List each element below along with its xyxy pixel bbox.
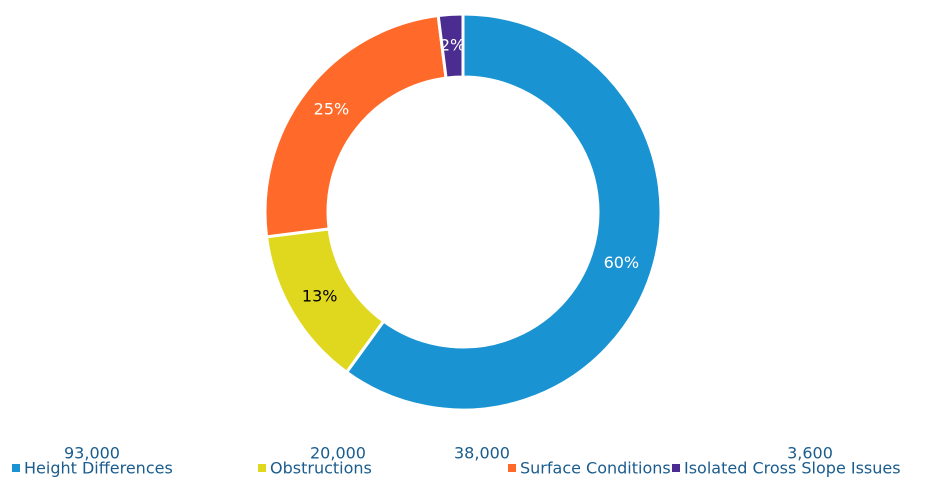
- data-label: 25%: [314, 99, 350, 118]
- slice: [436, 12, 465, 80]
- legend-marker: [258, 464, 266, 472]
- data-label: 13%: [302, 286, 338, 305]
- legend-label: Isolated Cross Slope Issues: [684, 459, 901, 478]
- legend-value: 20,000: [310, 444, 366, 463]
- legend-label: Obstructions: [270, 459, 372, 478]
- legend-value: 38,000: [454, 444, 510, 463]
- legend-marker: [672, 464, 680, 472]
- legend-value: 93,000: [64, 444, 120, 463]
- legend-label: Surface Conditions: [520, 459, 671, 478]
- slice: [263, 13, 448, 239]
- data-label: 2%: [440, 35, 465, 54]
- legend-label: Height Differences: [24, 459, 173, 478]
- legend-marker: [12, 464, 20, 472]
- data-label: 60%: [604, 253, 640, 272]
- legend-marker: [508, 464, 516, 472]
- legend-value: 3,600: [787, 444, 833, 463]
- slice: [344, 12, 663, 412]
